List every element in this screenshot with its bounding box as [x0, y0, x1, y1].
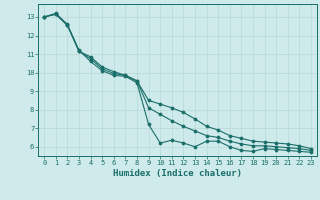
- X-axis label: Humidex (Indice chaleur): Humidex (Indice chaleur): [113, 169, 242, 178]
